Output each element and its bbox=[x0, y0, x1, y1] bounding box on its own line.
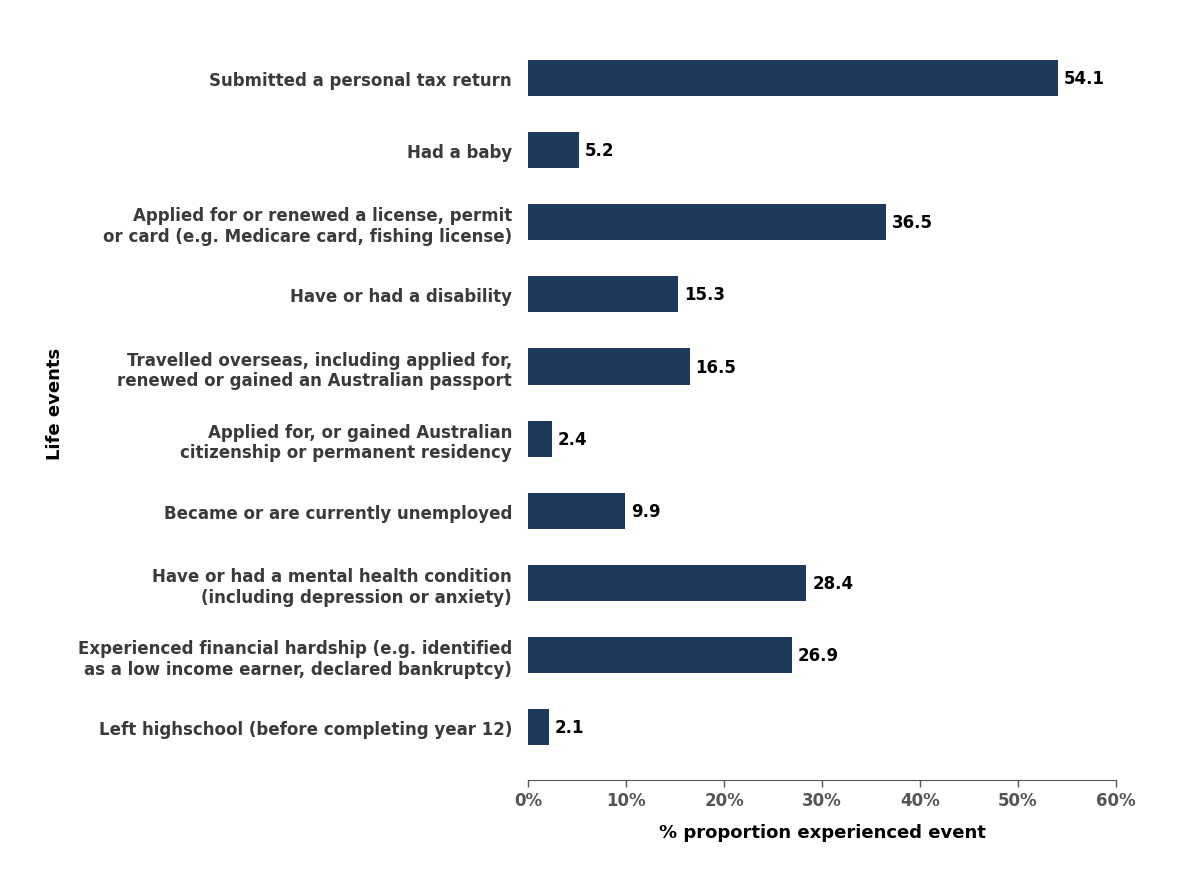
Bar bbox=[528, 61, 1058, 97]
Text: 9.9: 9.9 bbox=[631, 502, 660, 520]
Text: 54.1: 54.1 bbox=[1064, 70, 1105, 88]
Y-axis label: Life events: Life events bbox=[46, 347, 64, 459]
Text: 5.2: 5.2 bbox=[584, 142, 614, 159]
Bar bbox=[528, 205, 886, 241]
Bar bbox=[528, 421, 552, 457]
Bar bbox=[528, 133, 578, 169]
Text: 2.4: 2.4 bbox=[557, 431, 587, 448]
Text: 26.9: 26.9 bbox=[798, 647, 839, 664]
Text: 2.1: 2.1 bbox=[554, 719, 584, 736]
Text: 36.5: 36.5 bbox=[892, 214, 932, 232]
Bar bbox=[528, 710, 548, 745]
X-axis label: % proportion experienced event: % proportion experienced event bbox=[659, 823, 985, 842]
Text: 28.4: 28.4 bbox=[812, 574, 853, 592]
Bar bbox=[528, 565, 806, 602]
Bar bbox=[528, 494, 625, 529]
Text: 16.5: 16.5 bbox=[696, 358, 737, 376]
Bar bbox=[528, 349, 690, 385]
Text: 15.3: 15.3 bbox=[684, 286, 725, 304]
Bar bbox=[528, 637, 792, 673]
Bar bbox=[528, 277, 678, 313]
